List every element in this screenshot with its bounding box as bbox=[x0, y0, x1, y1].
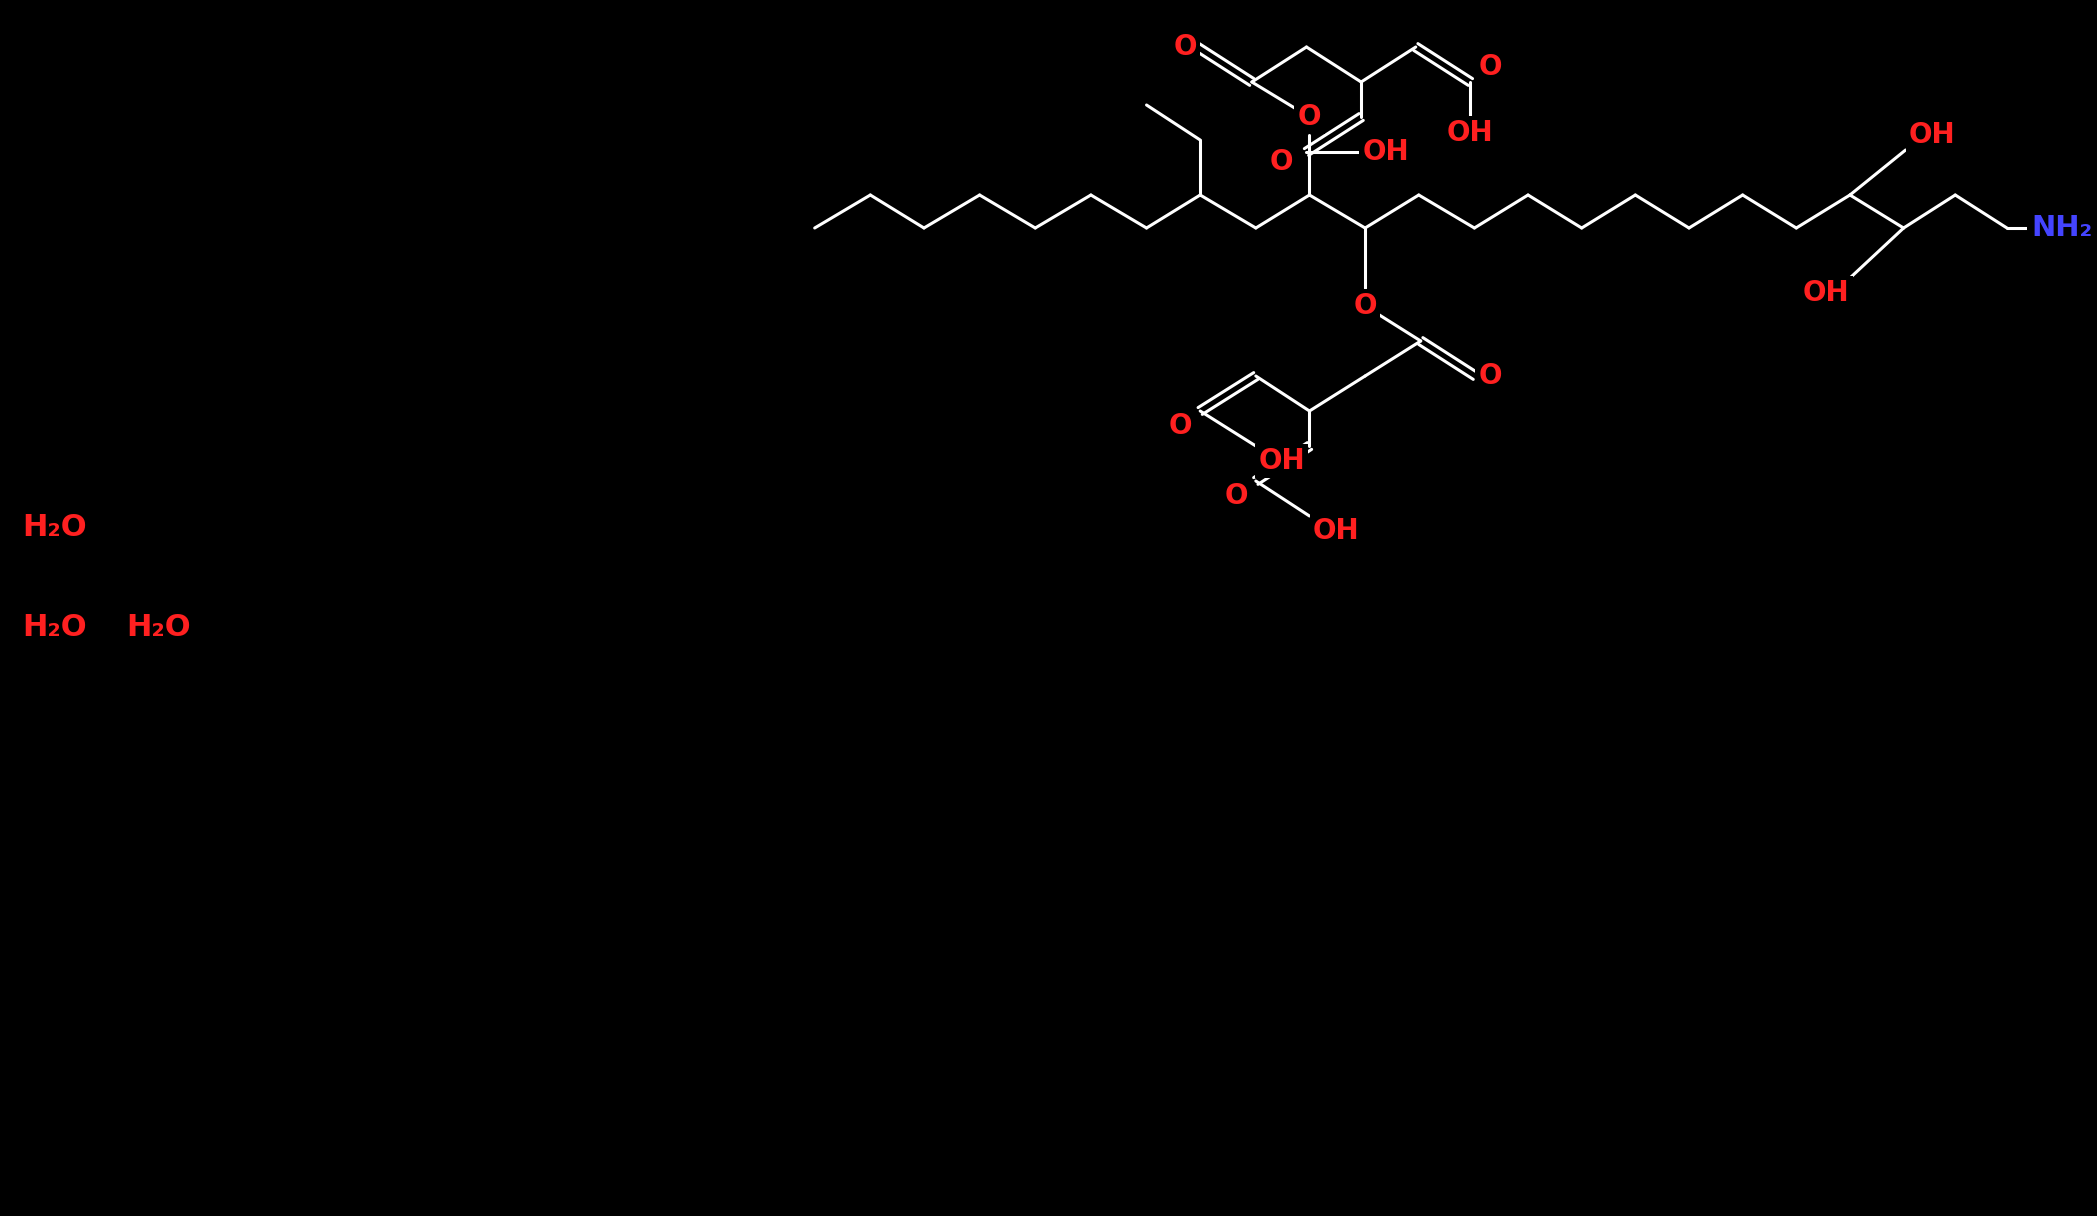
Text: NH₂: NH₂ bbox=[2030, 214, 2093, 242]
Text: H₂O: H₂O bbox=[23, 613, 86, 642]
Text: OH: OH bbox=[1908, 122, 1957, 150]
Text: O: O bbox=[1298, 103, 1321, 131]
Text: OH: OH bbox=[1447, 119, 1493, 147]
Text: OH: OH bbox=[1363, 137, 1409, 167]
Text: OH: OH bbox=[1313, 517, 1359, 545]
Text: OH: OH bbox=[1803, 278, 1850, 306]
Text: H₂O: H₂O bbox=[23, 512, 86, 541]
Text: O: O bbox=[1168, 412, 1191, 440]
Text: O: O bbox=[1478, 362, 1501, 390]
Text: OH: OH bbox=[1258, 447, 1304, 475]
Text: H₂O: H₂O bbox=[126, 613, 191, 642]
Text: O: O bbox=[1174, 33, 1197, 61]
Text: O: O bbox=[1271, 148, 1294, 176]
Text: O: O bbox=[1225, 482, 1248, 510]
Text: O: O bbox=[1353, 292, 1378, 320]
Text: O: O bbox=[1478, 54, 1501, 81]
